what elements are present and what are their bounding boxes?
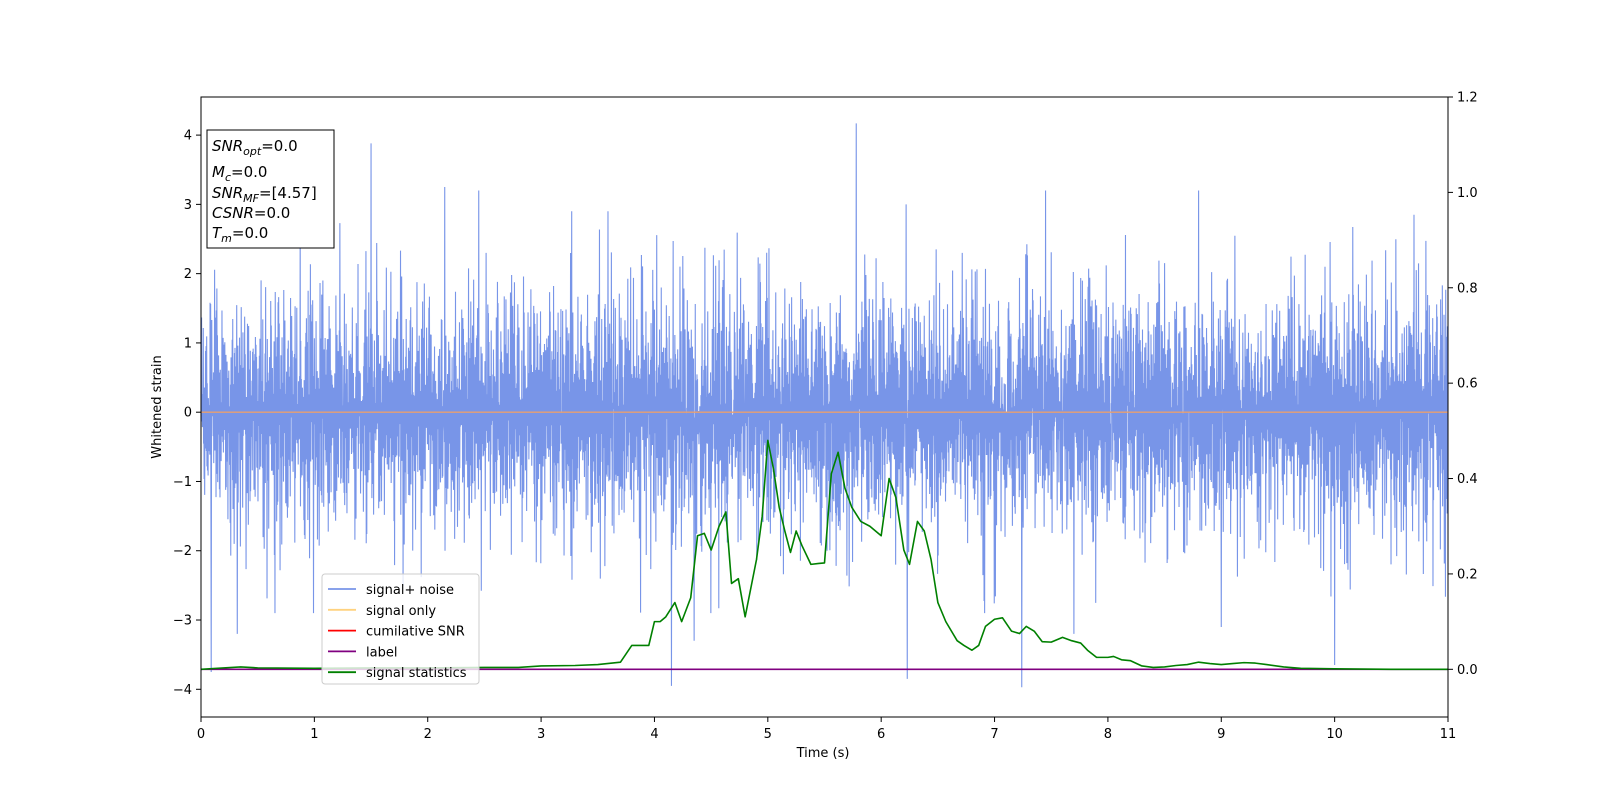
axes-frame [200,96,1449,718]
legend-label: signal only [366,604,436,619]
y-tick-label: 2 [184,267,192,282]
x-tick-label: 11 [1440,727,1457,742]
x-tick-label: 9 [1217,727,1225,742]
series-signal-noise [201,123,1448,688]
y-axis-label: Whitened strain [150,355,165,458]
y-tick-label: −1 [173,475,192,490]
y2-tick-label: 0.0 [1457,663,1478,678]
info-box-frame [206,129,335,249]
y-tick-label: −3 [173,614,192,629]
y2-tick-label: 0.8 [1457,281,1478,296]
legend: signal+ noise signal only cumilative SNR la… [321,573,480,685]
x-tick-label: 5 [764,727,772,742]
legend-label: cumilative SNR [366,625,465,640]
y-axis-right: 0.0 0.2 0.4 0.6 0.8 1.0 1.2 [1448,91,1478,678]
info-line: SNRMF=[4.57] [212,184,317,205]
info-line: SNRopt=0.0 [212,137,298,158]
y2-tick-label: 1.0 [1457,186,1478,201]
y-tick-label: −4 [173,683,192,698]
x-tick-label: 3 [537,727,545,742]
y-tick-label: 3 [184,198,192,213]
x-tick-label: 2 [424,727,432,742]
y-axis-left: −4 −3 −2 −1 0 1 2 3 4 [173,129,201,698]
y-tick-label: 4 [184,129,192,144]
legend-label: signal+ noise [366,583,454,598]
x-tick-label: 10 [1326,727,1343,742]
y2-tick-label: 0.2 [1457,567,1478,582]
x-tick-label: 6 [877,727,885,742]
x-tick-label: 4 [650,727,658,742]
x-axis-label: Time (s) [796,746,850,761]
y2-tick-label: 0.4 [1457,472,1478,487]
signal-statistics-line [201,439,1448,671]
signal-noise-line [201,123,1448,688]
x-tick-label: 1 [310,727,318,742]
x-tick-label: 0 [197,727,205,742]
info-line: Mc=0.0 [212,163,267,184]
y2-tick-label: 0.6 [1457,377,1478,392]
info-line: CSNR=0.0 [212,204,290,222]
y2-tick-label: 1.2 [1457,91,1478,106]
info-line: Tm=0.0 [212,224,268,245]
legend-frame [321,573,480,685]
x-axis: 0 1 2 3 4 5 6 7 8 9 10 11 [197,717,1456,742]
y-tick-label: −2 [173,544,192,559]
x-tick-label: 7 [990,727,998,742]
x-tick-label: 8 [1104,727,1112,742]
legend-label: signal statistics [366,666,467,681]
legend-label: label [366,645,397,660]
y-tick-label: 1 [184,336,192,351]
series-signal-statistics [201,439,1448,671]
y-tick-label: 0 [184,406,192,421]
